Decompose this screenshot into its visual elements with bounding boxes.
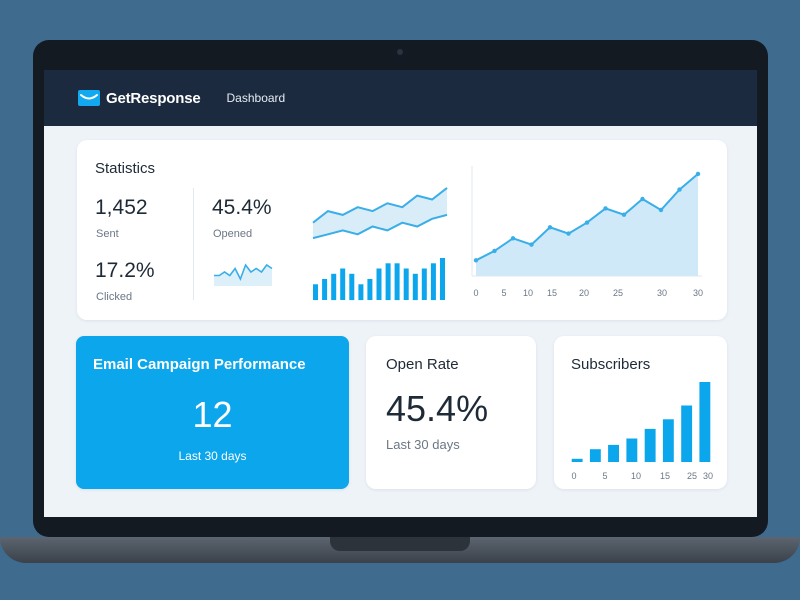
subscribers-bar-chart: 0 5 10 15 25 30 (571, 382, 713, 481)
open-rate-card[interactable]: Open Rate 45.4% Last 30 days (366, 336, 536, 489)
trend-tick-label: 20 (579, 288, 589, 298)
open-rate-title: Open Rate (386, 356, 459, 373)
opened-series-line (312, 187, 448, 224)
clicked-sparkline-chart (214, 263, 273, 286)
trend-point (529, 242, 534, 247)
mini-bar (385, 263, 391, 301)
clicked-series-line (214, 263, 273, 281)
mini-bar (313, 284, 318, 301)
mini-bar (349, 273, 355, 301)
mini-bar (430, 263, 436, 301)
trend-point (510, 236, 516, 241)
statistics-trend-chart: 0 5 10 15 20 25 30 30 (471, 166, 703, 298)
mini-bar-chart (313, 258, 445, 301)
trend-tick-label: 25 (613, 288, 623, 298)
trend-tick-label: 30 (693, 288, 703, 298)
app-header: GetResponse Dashboard (44, 70, 757, 126)
subscribers-bar (571, 458, 583, 462)
mini-bar (367, 279, 373, 300)
email-campaign-value: 12 (192, 394, 233, 435)
trend-tick-label: 10 (523, 288, 533, 298)
statistics-title: Statistics (95, 160, 156, 177)
subscribers-tick-label: 0 (571, 471, 576, 481)
trend-point (492, 248, 497, 254)
webcam (397, 49, 403, 55)
trend-point (603, 206, 608, 211)
email-campaign-subtitle: Last 30 days (178, 449, 247, 463)
trend-point (695, 171, 701, 177)
mini-bar (421, 268, 427, 300)
mini-bar (376, 268, 382, 300)
subscribers-bar (699, 382, 711, 462)
trend-tick-label: 5 (501, 288, 506, 298)
clicked-label: Clicked (96, 291, 133, 303)
opened-sparkline-chart (312, 187, 448, 240)
mini-bar (412, 273, 418, 301)
statistics-card: Statistics 1,452 Sent 17.2% Clicked 45.4… (77, 140, 727, 320)
subscribers-tick-label: 15 (660, 471, 670, 481)
stats-divider (193, 188, 194, 300)
open-rate-subtitle: Last 30 days (386, 437, 460, 452)
trend-point (584, 220, 590, 225)
mini-bar (322, 279, 328, 300)
subscribers-card[interactable]: Subscribers 0 5 10 15 25 30 (554, 336, 727, 489)
laptop-screen: GetResponse Dashboard Statistics 1,452 S… (44, 70, 757, 517)
mini-bar (394, 263, 400, 301)
clicked-value: 17.2% (95, 259, 155, 282)
subscribers-tick-label: 10 (631, 471, 641, 481)
envelope-logo-icon[interactable] (78, 90, 100, 106)
trend-point (621, 212, 627, 217)
subscribers-bar (608, 444, 619, 462)
mini-bar (358, 284, 364, 301)
subscribers-tick-label: 30 (703, 471, 713, 481)
trend-point (640, 196, 645, 202)
sent-label: Sent (96, 228, 119, 240)
opened-label: Opened (213, 228, 253, 240)
trend-tick-label: 0 (473, 288, 478, 298)
clicked-area (214, 265, 272, 286)
trend-tick-label: 30 (657, 288, 667, 298)
subscribers-bar (626, 438, 638, 462)
subscribers-bar (662, 419, 674, 462)
subscribers-bar (589, 449, 601, 462)
brand-name[interactable]: GetResponse (106, 89, 201, 107)
trend-point (547, 225, 553, 230)
nav-dashboard[interactable]: Dashboard (226, 91, 286, 105)
mini-bar (340, 268, 346, 300)
open-rate-value: 45.4% (386, 388, 489, 429)
trend-area (476, 173, 698, 276)
laptop-notch (330, 537, 470, 551)
email-campaign-card[interactable]: Email Campaign Performance 12 Last 30 da… (76, 336, 349, 489)
subscribers-tick-label: 25 (687, 471, 697, 481)
subscribers-bar (681, 405, 693, 462)
trend-point (473, 258, 479, 263)
trend-point (658, 207, 664, 213)
sent-value: 1,452 (95, 196, 148, 219)
subscribers-title: Subscribers (571, 356, 651, 373)
trend-tick-label: 15 (547, 288, 557, 298)
email-campaign-title: Email Campaign Performance (93, 356, 306, 373)
trend-point (566, 231, 571, 236)
opened-value: 45.4% (212, 196, 272, 219)
mini-bar (331, 273, 337, 301)
subscribers-tick-label: 5 (602, 471, 607, 481)
mini-bar (403, 268, 409, 300)
mini-bar (440, 258, 445, 300)
trend-point (677, 187, 682, 192)
opened-series-line-2 (312, 213, 448, 240)
subscribers-bar (644, 428, 656, 462)
